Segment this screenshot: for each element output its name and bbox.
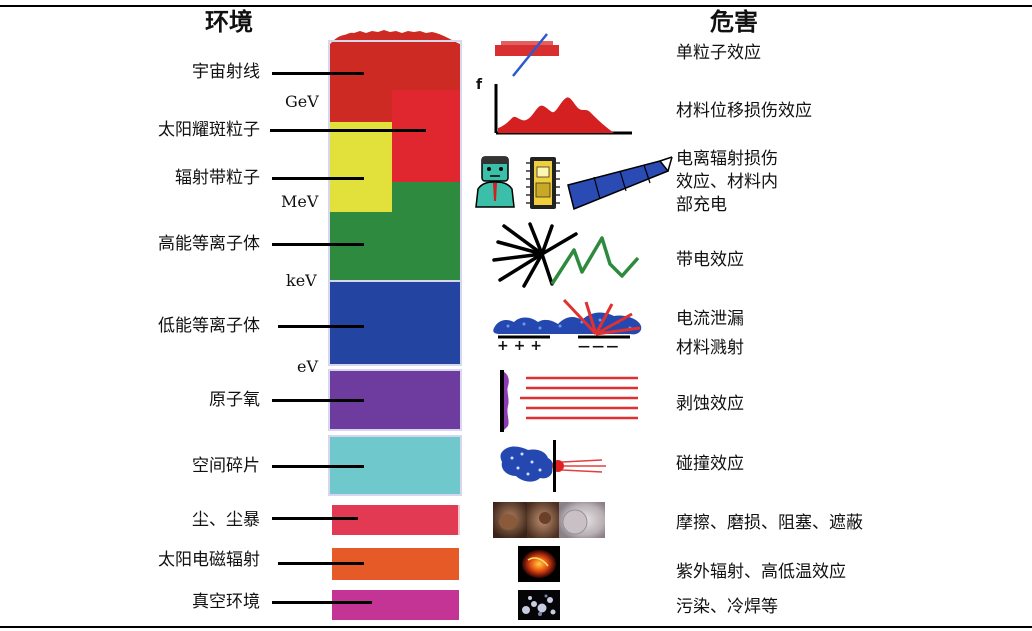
env-label-solar-em: 太阳电磁辐射 bbox=[158, 550, 260, 570]
hazard-label-charging: 带电效应 bbox=[676, 250, 744, 270]
plus-signs: + + + bbox=[497, 338, 542, 354]
env-label-space-debris: 空间碎片 bbox=[192, 456, 260, 476]
leader-solar-em bbox=[278, 562, 364, 565]
hazard-header: 危害 bbox=[710, 8, 758, 36]
top-rule bbox=[0, 5, 1032, 7]
hazard-label-contamination: 污染、冷焊等 bbox=[676, 597, 778, 617]
leader-high-plasma bbox=[272, 243, 364, 246]
hazard-label-abrasion: 摩擦、磨损、阻塞、遮蔽 bbox=[676, 513, 863, 533]
leader-solar-flare bbox=[270, 129, 426, 132]
cosmic-ray-lower-block bbox=[330, 90, 392, 122]
leader-dust bbox=[272, 517, 358, 520]
human-chip-solar-panel-icon bbox=[474, 155, 674, 215]
hazard-label-ionization-line1: 电离辐射损伤 bbox=[676, 149, 778, 169]
vacuum-photo-icon bbox=[518, 590, 560, 620]
hazard-label-impact: 碰撞效应 bbox=[676, 454, 744, 474]
leader-low-plasma bbox=[278, 325, 364, 328]
env-label-atomic-oxygen: 原子氧 bbox=[209, 390, 260, 410]
leader-radiation-belt bbox=[272, 177, 364, 180]
minus-signs: — — — bbox=[578, 339, 618, 353]
energy-label-mev: MeV bbox=[281, 192, 319, 211]
high-energy-plasma-lower-block bbox=[330, 212, 460, 280]
energy-label-ev: eV bbox=[297, 357, 319, 376]
radiation-belt-block bbox=[330, 122, 392, 212]
env-label-solar-flare: 太阳耀斑粒子 bbox=[158, 120, 260, 140]
hazard-label-ionization: 电离辐射损伤 效应、材料内 部充电 bbox=[676, 148, 778, 217]
hazard-label-uv-thermal: 紫外辐射、高低温效应 bbox=[676, 562, 846, 582]
hazard-label-leakage: 电流泄漏 bbox=[676, 309, 744, 329]
erosion-beams-icon bbox=[496, 368, 646, 434]
bottom-rule bbox=[0, 626, 1032, 628]
hazard-label-single-event: 单粒子效应 bbox=[676, 43, 761, 63]
energy-label-gev: GeV bbox=[285, 92, 319, 111]
leader-cosmic-rays bbox=[272, 72, 364, 75]
vacuum-block bbox=[332, 590, 459, 620]
leader-atomic-oxygen bbox=[272, 399, 364, 402]
env-label-radiation-belt: 辐射带粒子 bbox=[175, 168, 260, 188]
env-label-low-plasma: 低能等离子体 bbox=[158, 316, 260, 336]
low-energy-plasma-block bbox=[330, 282, 460, 364]
debris-impact-icon bbox=[498, 438, 608, 494]
hazard-label-erosion: 剥蚀效应 bbox=[676, 394, 744, 414]
leader-space-debris bbox=[272, 465, 364, 468]
sun-flare-photo-icon bbox=[518, 546, 560, 582]
dust-block bbox=[332, 505, 460, 535]
plasma-sputter-icon bbox=[490, 292, 650, 342]
env-label-high-plasma: 高能等离子体 bbox=[158, 234, 260, 254]
dust-photos-icon bbox=[493, 500, 607, 540]
axis-f-label: f bbox=[476, 77, 483, 93]
discharge-spark-icon bbox=[490, 220, 640, 290]
environment-header: 环境 bbox=[205, 8, 253, 36]
hazard-label-sputtering: 材料溅射 bbox=[676, 338, 744, 358]
spectrum-plot-icon bbox=[482, 78, 634, 138]
env-label-dust: 尘、尘暴 bbox=[192, 510, 260, 530]
particle-strike-icon bbox=[495, 30, 575, 80]
energy-label-kev: keV bbox=[286, 271, 317, 290]
hazard-label-ionization-line3: 部充电 bbox=[676, 195, 727, 215]
env-label-vacuum: 真空环境 bbox=[192, 592, 260, 612]
hazard-label-displacement: 材料位移损伤效应 bbox=[676, 101, 812, 121]
solar-flare-block bbox=[392, 90, 460, 182]
leader-vacuum bbox=[272, 601, 372, 604]
hazard-label-ionization-line2: 效应、材料内 bbox=[676, 172, 778, 192]
high-energy-plasma-block bbox=[392, 182, 460, 212]
env-label-cosmic-rays: 宇宙射线 bbox=[192, 62, 260, 82]
